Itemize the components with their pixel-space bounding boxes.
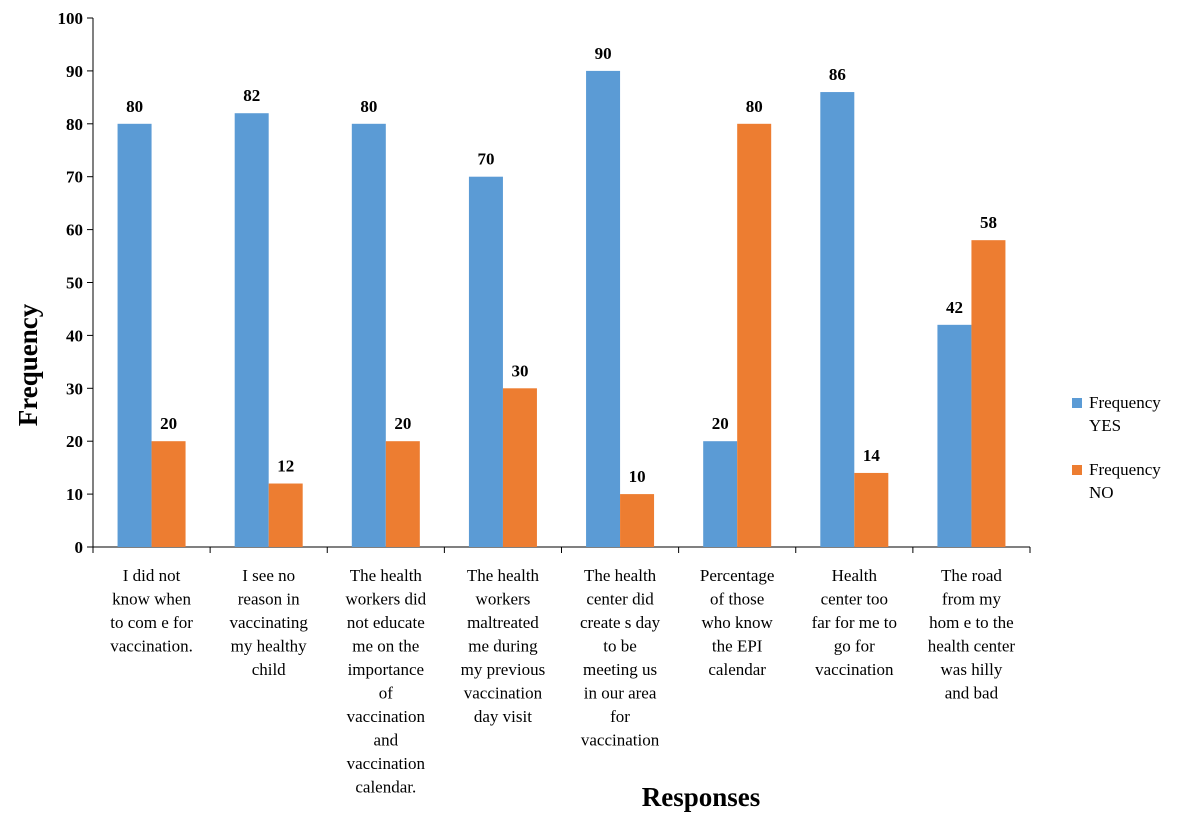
bar-no (620, 494, 655, 547)
bar-yes (586, 70, 621, 548)
x-tick-label: The health center did create s day to be mee… (580, 566, 661, 750)
y-tick-label: 40 (66, 326, 83, 345)
data-label: 80 (746, 97, 763, 116)
data-label: 20 (394, 414, 411, 433)
x-tick-label: Health center too far for me to go for vacci… (812, 566, 897, 679)
axes: 0 10 20 30 40 50 60 70 80 90 100 (58, 9, 1031, 557)
x-axis-title: Responses (642, 782, 761, 812)
bar-no (268, 483, 303, 547)
data-label: 30 (511, 361, 528, 380)
bar-no (737, 123, 772, 548)
data-label: 70 (477, 150, 494, 169)
bar-yes (117, 123, 152, 548)
bar-yes (351, 123, 386, 548)
x-tick-label: I did not know when to com e for vaccinatio… (110, 566, 193, 656)
y-tick-label: 100 (58, 9, 84, 28)
y-tick-label: 80 (66, 115, 83, 134)
data-label: 10 (629, 467, 646, 486)
y-tick-label: 60 (66, 221, 83, 240)
data-label: 12 (277, 457, 294, 476)
legend-label: Frequency YES (1089, 393, 1161, 435)
legend-swatch (1072, 465, 1082, 475)
x-tick-label: The health workers maltreated me during my p… (461, 566, 546, 726)
data-label: 90 (595, 44, 612, 63)
y-tick-label: 30 (66, 379, 83, 398)
data-label: 14 (863, 446, 881, 465)
data-labels: 80 82 80 70 90 20 86 42 20 12 20 30 10 80 14 58 (126, 44, 997, 486)
bar-yes (234, 113, 269, 547)
x-tick-labels: I did not know when to com e for vaccinatio… (110, 566, 1015, 797)
y-tick-label: 10 (66, 485, 83, 504)
bar-no (971, 240, 1006, 547)
bar-yes (820, 92, 855, 547)
legend-label: Frequency NO (1089, 460, 1161, 502)
data-label: 82 (243, 86, 260, 105)
legend-swatch (1072, 398, 1082, 408)
data-label: 86 (829, 65, 846, 84)
bar-yes (468, 176, 503, 547)
y-tick-label: 90 (66, 62, 83, 81)
data-label: 80 (126, 97, 143, 116)
data-label: 58 (980, 213, 997, 232)
bar-no (151, 441, 186, 547)
x-tick-label: The health workers did not educate me on th… (345, 566, 426, 797)
x-tick-label: Percentage of those who know the EPI calenda… (700, 566, 775, 679)
y-tick-label: 20 (66, 432, 83, 451)
bar-yes (937, 324, 972, 547)
y-tick-label: 0 (75, 538, 84, 557)
y-tick-label: 50 (66, 274, 83, 293)
y-axis-title: Frequency (13, 303, 43, 426)
y-tick-label: 70 (66, 168, 83, 187)
data-label: 20 (160, 414, 177, 433)
x-tick-label: I see no reason in vaccinating my healthy ch… (230, 566, 309, 679)
data-label: 42 (946, 298, 963, 317)
data-label: 80 (360, 97, 377, 116)
bars (117, 70, 1006, 548)
bar-yes (703, 441, 738, 547)
bar-no (854, 472, 889, 547)
data-label: 20 (712, 414, 729, 433)
bar-no (502, 388, 537, 547)
x-tick-label: The road from my hom e to the health center… (928, 566, 1016, 703)
bar-no (385, 441, 420, 547)
legend: Frequency YES Frequency NO (1072, 393, 1161, 502)
